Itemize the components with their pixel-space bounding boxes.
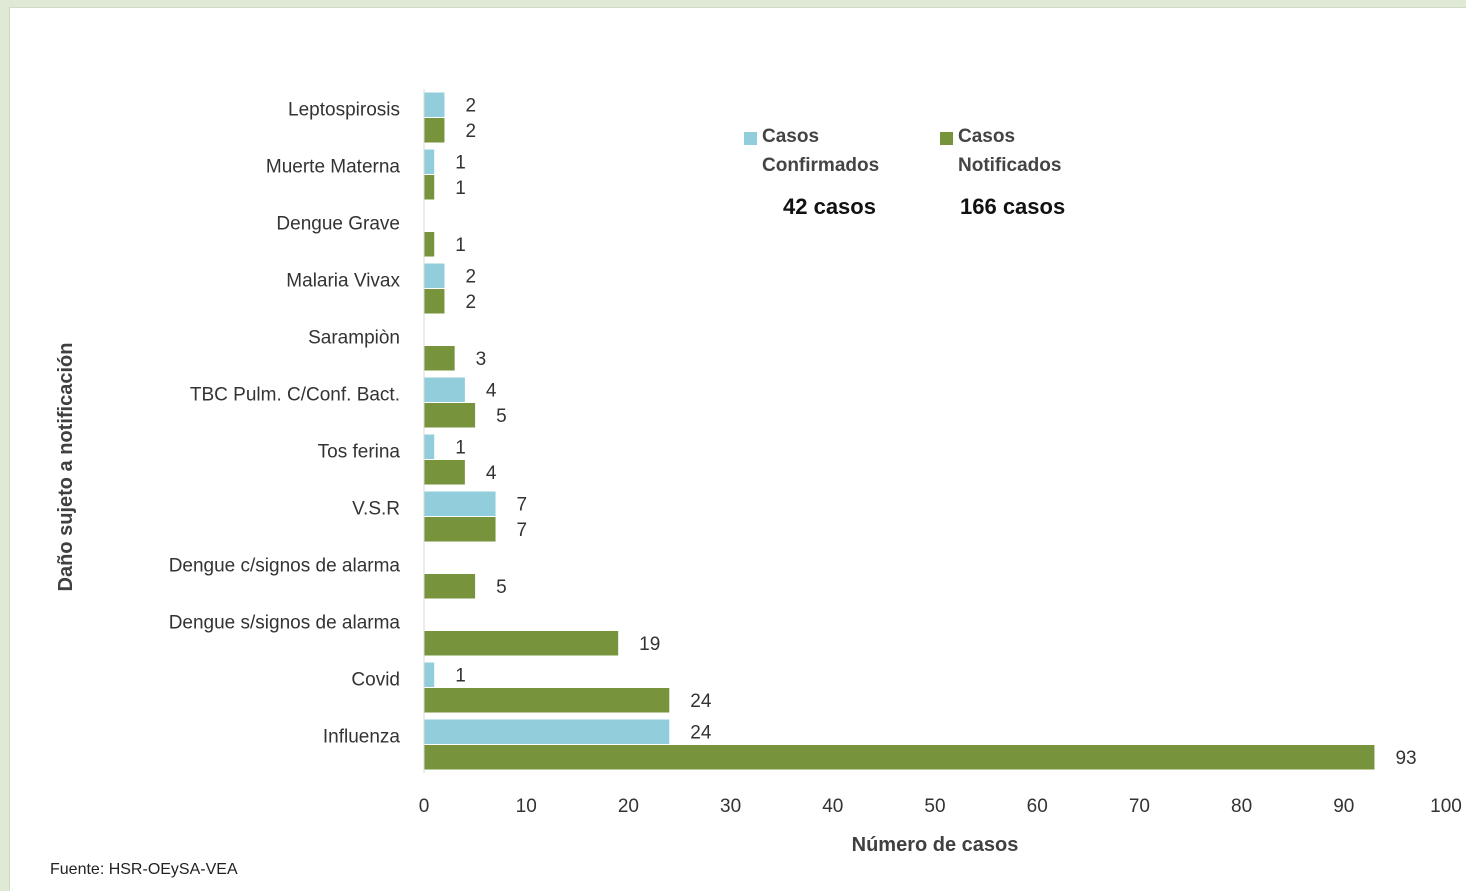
data-label-notificados: 1: [455, 235, 466, 256]
x-tick-label: 70: [1129, 796, 1150, 817]
bar-notificados: [424, 574, 476, 599]
category-label: Covid: [351, 670, 400, 691]
category-label: Influenza: [323, 727, 401, 748]
bar-confirmados: [424, 377, 465, 402]
legend-total-notificados: 166 casos: [960, 194, 1066, 219]
category-label: Malaria Vivax: [286, 271, 400, 292]
category-label: Muerte Materna: [266, 157, 401, 178]
data-label-notificados: 93: [1395, 748, 1416, 769]
category-label: Dengue c/signos de alarma: [169, 556, 401, 577]
legend-total-confirmados: 42 casos: [783, 194, 876, 219]
data-label-confirmados: 7: [517, 494, 528, 515]
legend-label-notificados: Casos Notificados: [958, 126, 1062, 176]
x-tick-label: 50: [924, 796, 945, 817]
bar-notificados: [424, 517, 496, 542]
source-note: Fuente: HSR-OEySA-VEA: [50, 861, 238, 878]
data-label-confirmados: 1: [455, 152, 466, 173]
category-label: TBC Pulm. C/Conf. Bact.: [190, 385, 400, 406]
data-label-notificados: 7: [517, 520, 528, 541]
category-label: Leptospirosis: [288, 100, 400, 121]
category-label: V.S.R: [352, 499, 400, 520]
data-label-notificados: 4: [486, 463, 497, 484]
legend-label-confirmados: Casos Confirmados: [762, 126, 880, 176]
x-tick-label: 10: [516, 796, 537, 817]
bar-notificados: [424, 232, 435, 257]
data-label-confirmados: 1: [455, 437, 466, 458]
category-label: Dengue s/signos de alarma: [169, 613, 401, 634]
x-tick-label: 100: [1430, 796, 1462, 817]
x-tick-label: 60: [1027, 796, 1048, 817]
bar-notificados: [424, 631, 619, 656]
x-tick-label: 0: [419, 796, 430, 817]
data-label-notificados: 2: [465, 121, 476, 142]
category-label: Sarampiòn: [308, 328, 400, 349]
bar-notificados: [424, 289, 445, 314]
bar-confirmados: [424, 719, 670, 744]
data-label-notificados: 19: [639, 634, 660, 655]
x-tick-label: 30: [720, 796, 741, 817]
x-tick-label: 90: [1333, 796, 1354, 817]
data-label-notificados: 2: [465, 292, 476, 313]
bar-notificados: [424, 403, 476, 428]
data-label-notificados: 5: [496, 406, 507, 427]
data-label-notificados: 1: [455, 178, 466, 199]
bar-notificados: [424, 175, 435, 200]
x-tick-label: 20: [618, 796, 639, 817]
data-label-notificados: 3: [476, 349, 487, 370]
bar-notificados: [424, 688, 670, 713]
legend-swatch-notificados: [940, 132, 953, 145]
data-label-confirmados: 1: [455, 665, 466, 686]
bar-confirmados: [424, 662, 435, 687]
category-label: Tos ferina: [318, 442, 401, 463]
data-label-notificados: 24: [690, 691, 712, 712]
data-label-confirmados: 2: [465, 95, 476, 116]
y-axis-title: Daño sujeto a notificación: [55, 343, 77, 592]
data-label-notificados: 5: [496, 577, 507, 598]
bar-notificados: [424, 460, 465, 485]
x-tick-label: 80: [1231, 796, 1252, 817]
category-label: Dengue Grave: [276, 214, 400, 235]
data-label-confirmados: 4: [486, 380, 497, 401]
x-axis-title: Número de casos: [852, 834, 1019, 856]
data-label-confirmados: 2: [465, 266, 476, 287]
bar-confirmados: [424, 92, 445, 117]
bar-notificados: [424, 118, 445, 143]
x-tick-label: 40: [822, 796, 843, 817]
data-label-confirmados: 24: [690, 722, 712, 743]
bar-confirmados: [424, 149, 435, 174]
bar-confirmados: [424, 434, 435, 459]
bar-notificados: [424, 346, 455, 371]
legend-swatch-confirmados: [744, 132, 757, 145]
bar-notificados: [424, 745, 1375, 770]
bar-confirmados: [424, 263, 445, 288]
bar-confirmados: [424, 491, 496, 516]
chart-frame: [10, 8, 1466, 891]
